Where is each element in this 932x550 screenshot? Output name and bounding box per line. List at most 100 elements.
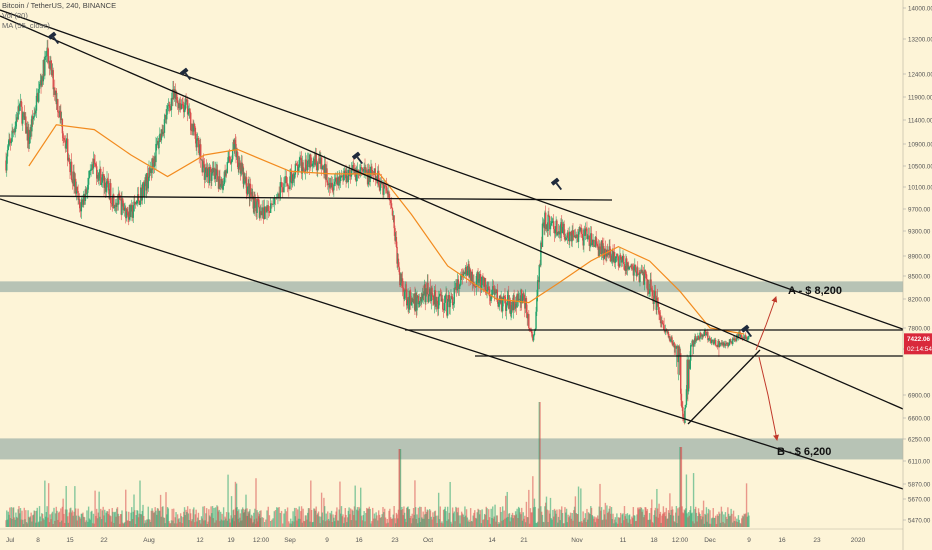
candle-body [651,290,654,296]
volume-bar [727,507,729,527]
candle-body [380,181,382,184]
candle-body [674,345,676,348]
volume-bar [352,515,355,527]
volume-bar [466,517,469,527]
candle-body [196,138,198,148]
volume-bar [49,514,51,527]
candle-body [103,174,105,188]
volume-bar [307,508,310,527]
candle-body [293,174,296,179]
candle-body [227,157,229,163]
volume-bar [534,506,536,527]
volume-bar [200,516,203,527]
volume-bar [658,503,660,527]
candle-body [234,140,237,144]
volume-bar [123,523,125,527]
candle-body [38,84,41,90]
y-tick-label: 6110.00 [908,459,930,466]
candle-body [582,238,584,246]
volume-bar [88,518,91,527]
candle-body [19,100,22,104]
volume-bar [702,500,705,527]
volume-bar [732,522,734,527]
candle-body [382,183,384,195]
candle-body [587,235,590,237]
candle-body [710,340,713,343]
candles-group [5,39,750,425]
candle-body [190,112,192,131]
volume-bar [569,512,572,527]
candle-body [76,186,78,192]
volume-bar [107,511,109,527]
volume-bar [55,506,57,527]
candle-body [719,342,722,344]
volume-bar [353,506,356,527]
candle-body [211,167,214,174]
moving-average-indicator-label[interactable]: MA (55, close) [2,21,50,30]
volume-bar [598,506,600,527]
y-tick-label: 10900.00 [908,142,932,149]
candle-body [596,241,598,245]
volume-bar [640,507,643,527]
candle-body [405,289,408,306]
volume-bar [388,510,390,527]
candle-body [597,244,599,247]
candle-body [254,197,256,208]
candle-body [280,182,283,188]
candle-body [595,236,597,242]
x-tick-label: 16 [355,537,363,544]
volume-bar [496,515,499,527]
volume-bar [332,514,334,527]
volume-bar [14,519,16,527]
candle-body [179,103,181,104]
volume-bar [515,514,518,527]
candle-body [586,228,588,240]
candle-body [45,55,48,57]
volume-bar [174,517,176,527]
volume-bar [122,522,124,527]
volume-bar [682,512,684,527]
volume-bar [521,507,523,527]
candle-body [607,252,610,255]
volume-bar [695,506,697,527]
candle-body [345,171,347,183]
x-tick-label: 12:00 [253,537,270,544]
volume-bar [87,506,90,527]
volume-bar [51,513,53,527]
candle-body [228,156,231,162]
candle-body [165,114,167,120]
candle-body [105,187,107,192]
volume-bar [467,521,469,527]
volume-bar [565,512,567,527]
candle-body [398,266,400,273]
trendline [0,15,911,413]
candle-body [533,331,536,336]
volume-indicator-label[interactable]: Vol (20) [2,11,28,20]
volume-bar [648,519,650,527]
candle-body [363,166,365,171]
volume-bar [194,514,197,527]
volume-bar [305,515,307,527]
last-price-text: 7422.06 [907,336,931,343]
candle-body [91,164,93,171]
volume-bar [703,523,705,527]
candle-body [63,138,65,140]
volume-bar [664,516,667,527]
volume-bar [525,501,528,527]
candle-body [144,177,146,184]
candle-body [65,143,67,149]
volume-bar [326,520,328,527]
candle-body [5,160,7,171]
candle-body [575,234,577,238]
volume-bar [608,508,610,527]
candle-body [183,109,186,113]
volume-bar [26,523,29,527]
candle-body [560,222,562,232]
volume-bar [627,522,629,527]
candle-body [495,289,498,294]
candle-body [469,269,472,283]
moving-average-line [28,124,745,335]
candle-body [12,131,15,133]
